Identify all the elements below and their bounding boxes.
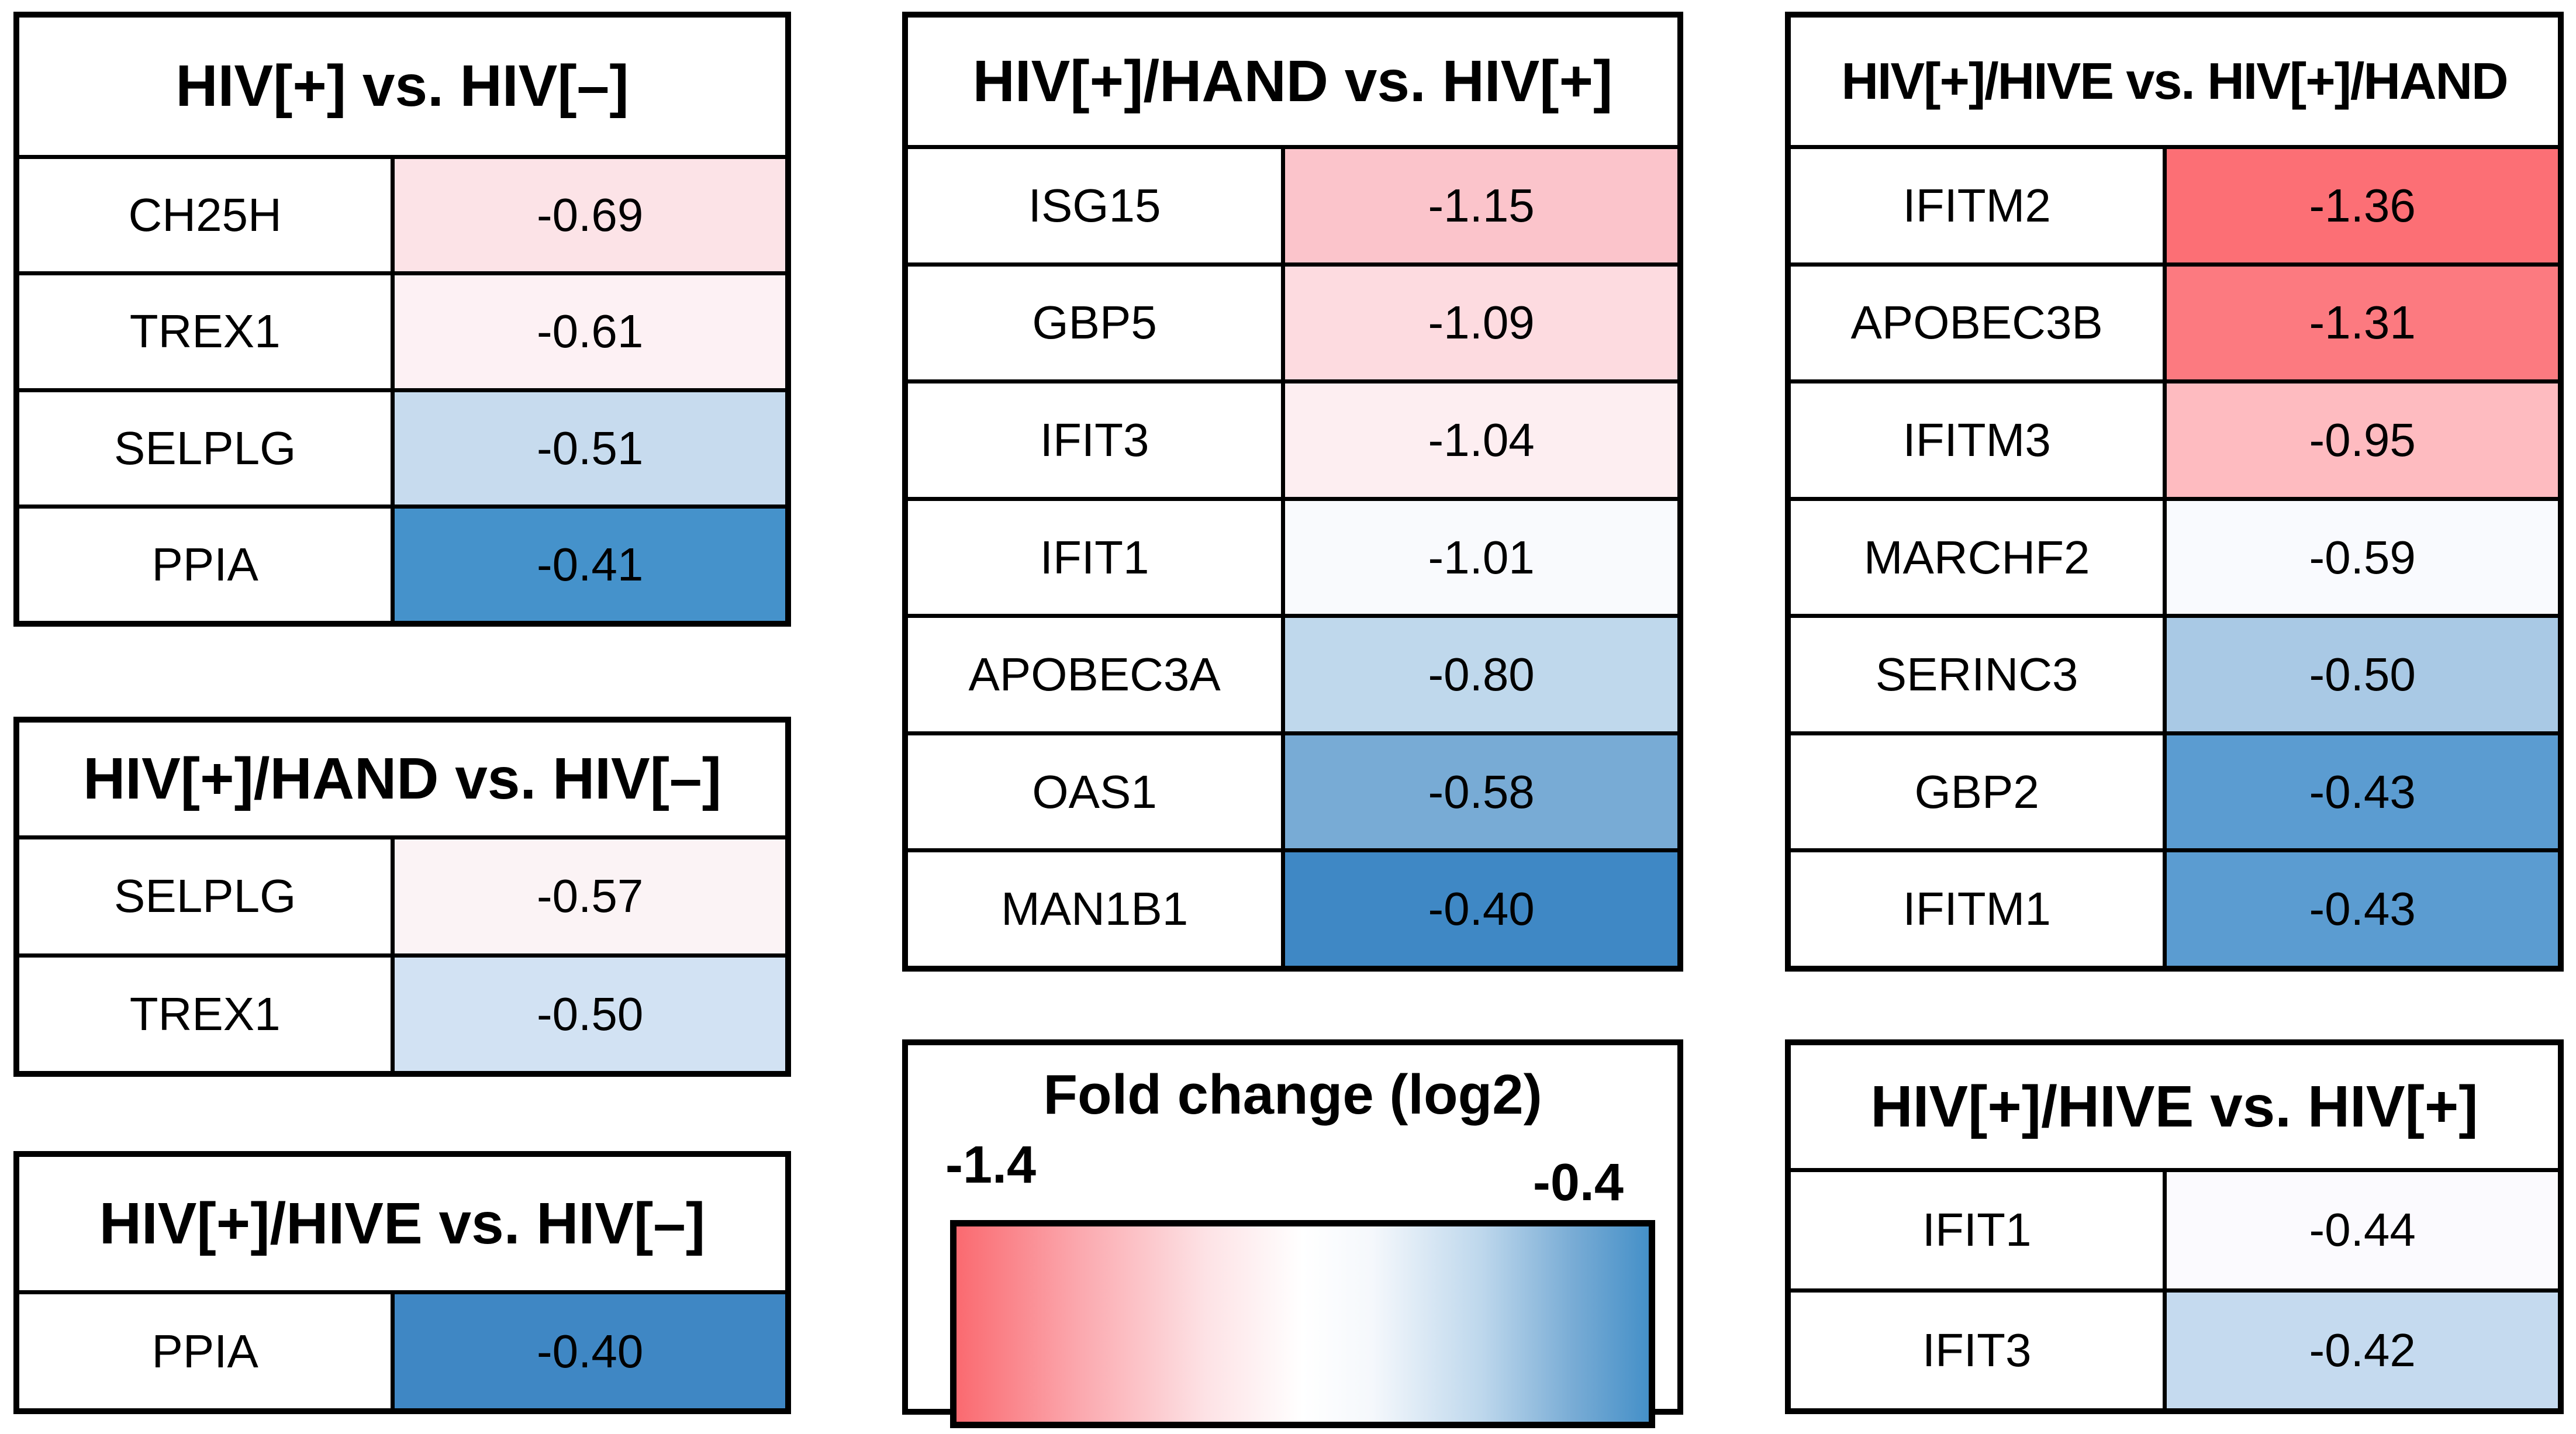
colorbar-legend: Fold change (log2) -1.4 -0.4 (902, 1039, 1683, 1428)
fold-change-cell: -0.57 (395, 839, 785, 953)
table-row: IFIT1 -1.01 (908, 500, 1677, 618)
fold-change-cell: -0.51 (395, 392, 785, 505)
fold-change-cell: -1.04 (1285, 383, 1677, 497)
table-row: CH25H -0.69 (19, 159, 785, 276)
gene-name-cell: MAN1B1 (908, 852, 1286, 966)
table-body: IFIT1 -0.44 IFIT3 -0.42 (1791, 1172, 2558, 1408)
colorbar-labels: -1.4 -0.4 (945, 1135, 1624, 1213)
fold-change-cell: -0.43 (2167, 852, 2558, 966)
gene-name-cell: MARCHF2 (1791, 500, 2167, 614)
fold-change-cell: -0.40 (395, 1294, 785, 1408)
fold-change-cell: -0.59 (2167, 500, 2558, 614)
table-row: TREX1 -0.61 (19, 275, 785, 392)
table-row: APOBEC3A -0.80 (908, 618, 1677, 735)
fold-change-cell: -0.44 (2167, 1172, 2558, 1288)
table-row: SELPLG -0.51 (19, 392, 785, 509)
fold-change-cell: -0.61 (395, 275, 785, 388)
gene-name-cell: IFITM1 (1791, 852, 2167, 966)
gene-name-cell: TREX1 (19, 275, 395, 388)
table-hive-vs-hand: HIV[+]/HIVE vs. HIV[+]/HAND IFITM2 -1.36… (1785, 12, 2564, 972)
table-row: MARCHF2 -0.59 (1791, 500, 2558, 618)
table-body: IFITM2 -1.36 APOBEC3B -1.31 IFITM3 -0.95… (1791, 149, 2558, 966)
gene-name-cell: IFITM2 (1791, 149, 2167, 262)
gene-name-cell: ISG15 (908, 149, 1286, 262)
fold-change-cell: -1.36 (2167, 149, 2558, 262)
table-title: HIV[+]/HIVE vs. HIV[–] (19, 1157, 785, 1294)
table-row: IFIT1 -0.44 (1791, 1172, 2558, 1293)
fold-change-cell: -0.43 (2167, 735, 2558, 849)
legend-title: Fold change (log2) (1043, 1063, 1542, 1126)
table-hivpos-vs-hivneg: HIV[+] vs. HIV[–] CH25H -0.69 TREX1 -0.6… (13, 12, 791, 627)
table-title: HIV[+] vs. HIV[–] (19, 18, 785, 159)
gene-name-cell: GBP2 (1791, 735, 2167, 849)
table-row: IFITM2 -1.36 (1791, 149, 2558, 267)
table-row: TREX1 -0.50 (19, 957, 785, 1071)
table-body: ISG15 -1.15 GBP5 -1.09 IFIT3 -1.04 IFIT1… (908, 149, 1677, 966)
table-hand-vs-hivpos: HIV[+]/HAND vs. HIV[+] ISG15 -1.15 GBP5 … (902, 12, 1683, 972)
fold-change-cell: -1.09 (1285, 266, 1677, 380)
table-row: IFITM1 -0.43 (1791, 852, 2558, 966)
colorbar-max-label: -0.4 (1532, 1153, 1624, 1212)
table-row: ISG15 -1.15 (908, 149, 1677, 267)
fold-change-cell: -0.40 (1285, 852, 1677, 966)
fold-change-cell: -1.15 (1285, 149, 1677, 262)
gene-name-cell: PPIA (19, 1294, 395, 1408)
fold-change-cell: -0.50 (2167, 618, 2558, 731)
table-row: IFIT3 -1.04 (908, 383, 1677, 501)
fold-change-cell: -1.01 (1285, 500, 1677, 614)
fold-change-cell: -1.31 (2167, 266, 2558, 380)
table-title: HIV[+]/HAND vs. HIV[+] (908, 18, 1677, 149)
table-body: PPIA -0.40 (19, 1294, 785, 1408)
table-row: IFITM3 -0.95 (1791, 383, 2558, 501)
gene-name-cell: GBP5 (908, 266, 1286, 380)
table-hive-vs-hivneg: HIV[+]/HIVE vs. HIV[–] PPIA -0.40 (13, 1151, 791, 1414)
table-title: HIV[+]/HIVE vs. HIV[+] (1791, 1045, 2558, 1172)
gene-name-cell: SELPLG (19, 839, 395, 953)
colorbar-min-label: -1.4 (945, 1136, 1037, 1194)
table-row: MAN1B1 -0.40 (908, 852, 1677, 966)
table-row: GBP2 -0.43 (1791, 735, 2558, 853)
gene-name-cell: TREX1 (19, 957, 395, 1071)
fold-change-cell: -0.42 (2167, 1292, 2558, 1408)
table-row: SERINC3 -0.50 (1791, 618, 2558, 735)
table-row: SELPLG -0.57 (19, 839, 785, 958)
table-body: CH25H -0.69 TREX1 -0.61 SELPLG -0.51 PPI… (19, 159, 785, 621)
fold-change-cell: -0.80 (1285, 618, 1677, 731)
fold-change-cell: -0.58 (1285, 735, 1677, 849)
gene-name-cell: OAS1 (908, 735, 1286, 849)
table-row: IFIT3 -0.42 (1791, 1292, 2558, 1408)
table-title: HIV[+]/HAND vs. HIV[–] (19, 723, 785, 839)
fold-change-cell: -0.69 (395, 159, 785, 272)
gene-name-cell: APOBEC3A (908, 618, 1286, 731)
gene-name-cell: IFITM3 (1791, 383, 2167, 497)
gene-name-cell: IFIT1 (908, 500, 1286, 614)
gene-name-cell: IFIT3 (1791, 1292, 2167, 1408)
colorbar (950, 1220, 1655, 1428)
table-row: APOBEC3B -1.31 (1791, 266, 2558, 384)
table-title: HIV[+]/HIVE vs. HIV[+]/HAND (1791, 18, 2558, 149)
gene-name-cell: APOBEC3B (1791, 266, 2167, 380)
table-hand-vs-hivneg: HIV[+]/HAND vs. HIV[–] SELPLG -0.57 TREX… (13, 717, 791, 1077)
gene-name-cell: IFIT1 (1791, 1172, 2167, 1288)
gene-name-cell: CH25H (19, 159, 395, 272)
fold-change-cell: -0.50 (395, 957, 785, 1071)
gene-name-cell: SELPLG (19, 392, 395, 505)
table-row: PPIA -0.40 (19, 1294, 785, 1408)
fold-change-cell: -0.41 (395, 508, 785, 621)
table-row: PPIA -0.41 (19, 508, 785, 621)
fold-change-cell: -0.95 (2167, 383, 2558, 497)
gene-name-cell: IFIT3 (908, 383, 1286, 497)
table-hive-vs-hivpos: HIV[+]/HIVE vs. HIV[+] IFIT1 -0.44 IFIT3… (1785, 1039, 2564, 1414)
gene-name-cell: SERINC3 (1791, 618, 2167, 731)
table-row: OAS1 -0.58 (908, 735, 1677, 853)
table-body: SELPLG -0.57 TREX1 -0.50 (19, 839, 785, 1071)
gene-name-cell: PPIA (19, 508, 395, 621)
table-row: GBP5 -1.09 (908, 266, 1677, 384)
